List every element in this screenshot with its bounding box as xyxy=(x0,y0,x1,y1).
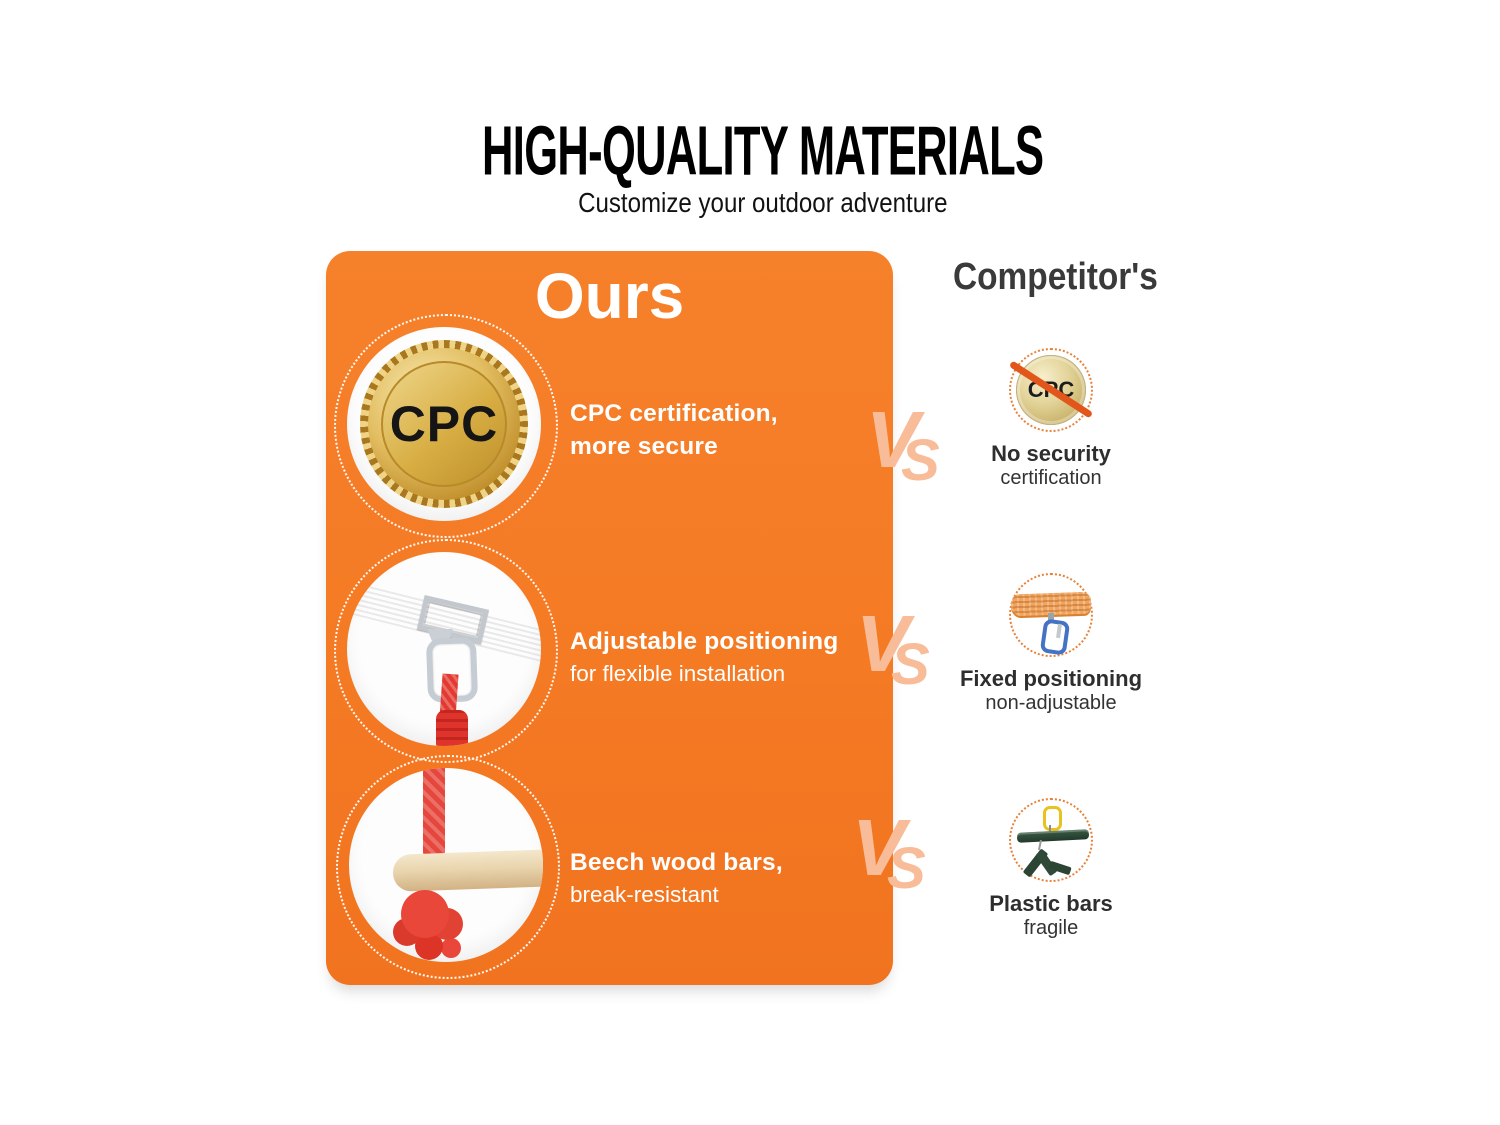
ours-heading: Ours xyxy=(534,260,685,332)
fixed-strap-icon xyxy=(1009,573,1093,657)
broken-plastic-bar-icon xyxy=(1009,798,1093,882)
dotted-ring xyxy=(1009,798,1093,882)
cpc-medal-photo: CPC xyxy=(347,327,541,521)
item-subtitle: non-adjustable xyxy=(985,692,1117,714)
item-title: Beech wood bars, xyxy=(570,849,783,876)
wood-bar-photo xyxy=(349,768,543,962)
wood-bar-icon xyxy=(392,849,543,892)
dotted-ring xyxy=(336,755,560,979)
ours-item-1-text: CPC certification, more secure xyxy=(570,397,778,463)
competitor-heading: Competitor's xyxy=(952,256,1158,298)
ours-item-2-text: Adjustable positioning for flexible inst… xyxy=(570,625,838,689)
metal-buckle-icon xyxy=(416,595,490,644)
page-title: HIGH-QUALITY MATERIALS xyxy=(482,111,1044,190)
item-title: Adjustable positioning xyxy=(570,628,839,655)
red-grip-icon xyxy=(436,710,468,746)
item-subtitle: certification xyxy=(1000,467,1102,489)
gold-medal-icon: CPC xyxy=(360,340,528,508)
gold-medal-label: CPC xyxy=(381,361,507,487)
competitor-item-3: Plastic bars fragile xyxy=(949,798,1153,941)
competitor-item-1: CPC No security certification xyxy=(949,348,1153,491)
dotted-ring xyxy=(1009,348,1093,432)
dotted-ring xyxy=(334,314,558,538)
item-title: No security xyxy=(991,441,1111,466)
competitor-item-2: Fixed positioning non-adjustable xyxy=(949,573,1153,716)
dotted-ring xyxy=(1009,573,1093,657)
rope-knot-icon xyxy=(401,890,449,938)
item-subtitle: for flexible installation xyxy=(570,661,786,686)
crossed-cpc-medal-icon: CPC xyxy=(1008,348,1094,432)
item-title: CPC certification, xyxy=(570,400,778,427)
metal-pulley-icon xyxy=(427,629,453,643)
yellow-link-icon xyxy=(1043,806,1062,831)
item-title: Fixed positioning xyxy=(959,666,1143,691)
page-subtitle: Customize your outdoor adventure xyxy=(578,187,948,218)
pin-icon xyxy=(1049,825,1051,832)
item-title: Plastic bars xyxy=(989,891,1113,916)
strap-carabiner-photo xyxy=(347,552,541,746)
ours-item-3-text: Beech wood bars, break-resistant xyxy=(570,846,783,910)
ours-panel: Ours CPC CPC certification, more secure … xyxy=(326,251,893,985)
item-subtitle: fragile xyxy=(1023,917,1079,939)
metal-hook-icon xyxy=(1048,613,1054,622)
item-subtitle: break-resistant xyxy=(570,882,719,907)
item-subtitle: more secure xyxy=(570,433,718,460)
header: HIGH-QUALITY MATERIALS Customize your ou… xyxy=(13,116,1500,219)
red-rope-icon xyxy=(423,768,445,858)
